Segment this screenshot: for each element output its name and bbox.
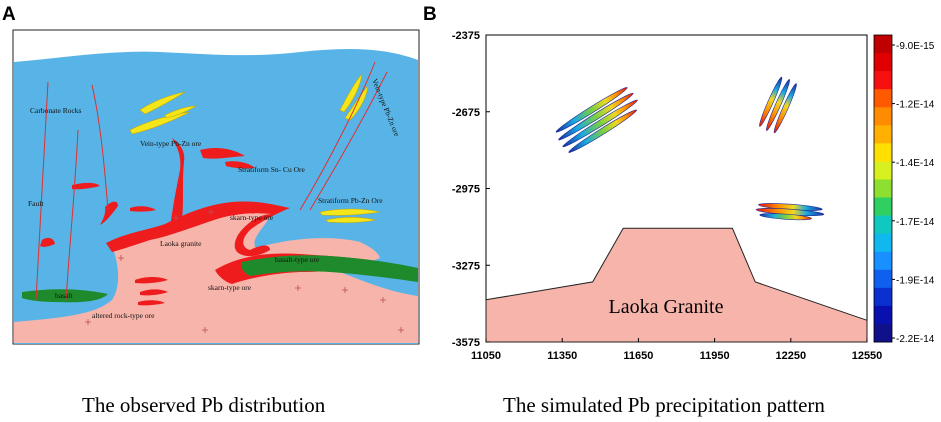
colorbar-swatch — [874, 269, 892, 289]
skarn-lens-lower-2 — [140, 289, 168, 296]
y-tick-label: -2975 — [452, 184, 480, 196]
colorbar-swatch — [874, 143, 892, 162]
label-skarn-upper: skarn-type ore — [230, 213, 274, 222]
colorbar-swatch — [874, 197, 892, 217]
colorbar-swatch — [874, 251, 892, 271]
basalt-band-left — [22, 289, 108, 303]
colorbar-swatch — [874, 53, 892, 72]
colorbar-swatch — [874, 233, 892, 253]
colorbar-frame — [873, 34, 893, 343]
colorbar-swatch — [874, 107, 892, 126]
label-granite: Laoka granite — [160, 239, 202, 248]
lens-ore-3 — [40, 237, 55, 247]
colorbar-label: -9.0E-15 — [896, 41, 935, 52]
lens — [555, 87, 628, 133]
colorbar-swatch — [874, 125, 892, 144]
colorbar-label: -2.2E-14 — [896, 334, 935, 345]
colorbar-swatch — [874, 287, 892, 307]
label-skarn-lower: skarn-type ore — [208, 283, 252, 292]
lens — [759, 213, 812, 221]
granite-crosses — [85, 209, 404, 333]
colorbar-label: -1.2E-14 — [896, 100, 935, 111]
lenses-upper-right — [759, 76, 797, 134]
panel-a-caption: The observed Pb distribution — [82, 393, 326, 417]
granite-body — [14, 207, 418, 343]
geologic-map: Carbonate Rocks Vein-type Pb-Zn ore Vein… — [12, 29, 420, 345]
label-altered: altered rock-type ore — [92, 311, 155, 320]
y-tick-label: -2675 — [452, 107, 480, 119]
stratiform-sncu-ore-2 — [225, 161, 255, 169]
y-axis: -2375 -2675 -2975 -3275 -3575 — [452, 30, 490, 349]
stratiform-pbzn-ore — [319, 208, 381, 223]
colorbar: -9.0E-15 -1.2E-14 -1.4E-14 -1.7E-14 -1.9E-14… — [873, 34, 935, 345]
x-tick-label: 11350 — [547, 350, 577, 362]
lens — [568, 109, 637, 153]
lenses-upper-left — [555, 87, 638, 153]
label-stratiform-pbzn: Stratiform Pb-Zn Ore — [318, 196, 383, 205]
colorbar-swatch — [874, 215, 892, 235]
y-tick-label: -3275 — [452, 260, 480, 272]
y-tick-label: -2375 — [452, 30, 480, 42]
label-carbonate: Carbonate Rocks — [30, 106, 82, 115]
x-tick-label: 11950 — [700, 350, 730, 362]
x-tick-label: 11050 — [471, 350, 501, 362]
simulation-plot: Laoka Granite -2375-2675-2975-3275-3575 … — [452, 30, 882, 362]
panel-b-label: B — [423, 4, 437, 25]
label-vein-left: Vein-type Pb-Zn ore — [140, 139, 202, 148]
lens — [558, 92, 634, 141]
label-fault: Fault — [28, 199, 44, 208]
lens — [766, 79, 790, 131]
label-basalt: basalt — [55, 291, 73, 300]
vein-stem-ore — [170, 138, 185, 230]
lenses-middle-right — [755, 203, 825, 221]
x-axis: 11050 11350 11650 11950 12250 12550 — [471, 338, 882, 362]
panel-a-label: A — [2, 4, 16, 25]
colorbar-swatch — [874, 89, 892, 108]
colorbar-label: -1.4E-14 — [896, 158, 935, 169]
x-tick-label: 11650 — [623, 350, 653, 362]
simulated-granite-area — [485, 227, 868, 343]
lens — [759, 76, 783, 127]
vein-ore-left — [129, 91, 198, 135]
colorbar-label: -1.7E-14 — [896, 217, 935, 228]
vein-ore-right — [339, 73, 369, 121]
lens-ore-2 — [100, 201, 118, 225]
x-tick-label: 12250 — [776, 350, 807, 362]
colorbar-swatch — [874, 323, 892, 343]
skarn-lens-lower-3 — [138, 300, 165, 306]
colorbar-swatch — [874, 305, 892, 325]
lens — [773, 83, 797, 134]
contact-ore — [106, 201, 290, 257]
skarn-lens-lower — [135, 277, 168, 284]
fault-lines — [35, 61, 388, 301]
label-basalt-type: basalt-type ore — [275, 255, 320, 264]
colorbar-swatch — [874, 35, 892, 54]
basalt-band-right — [241, 255, 418, 282]
x-tick-label: 12550 — [852, 350, 883, 362]
colorbar-swatch — [874, 161, 892, 180]
lens-ore-1 — [72, 182, 100, 190]
colorbar-swatch — [874, 179, 892, 199]
label-stratiform-sncu: Stratiform Sn- Cu Ore — [238, 165, 306, 174]
colorbar-swatch — [874, 71, 892, 90]
y-tick-label: -3575 — [452, 337, 480, 349]
lens — [562, 99, 638, 148]
stratiform-sncu-ore — [200, 148, 245, 159]
panel-b-caption: The simulated Pb precipitation pattern — [503, 393, 825, 417]
granite-label: Laoka Granite — [609, 296, 724, 318]
lens-ore-4 — [130, 206, 156, 212]
colorbar-label: -1.9E-14 — [896, 275, 935, 286]
